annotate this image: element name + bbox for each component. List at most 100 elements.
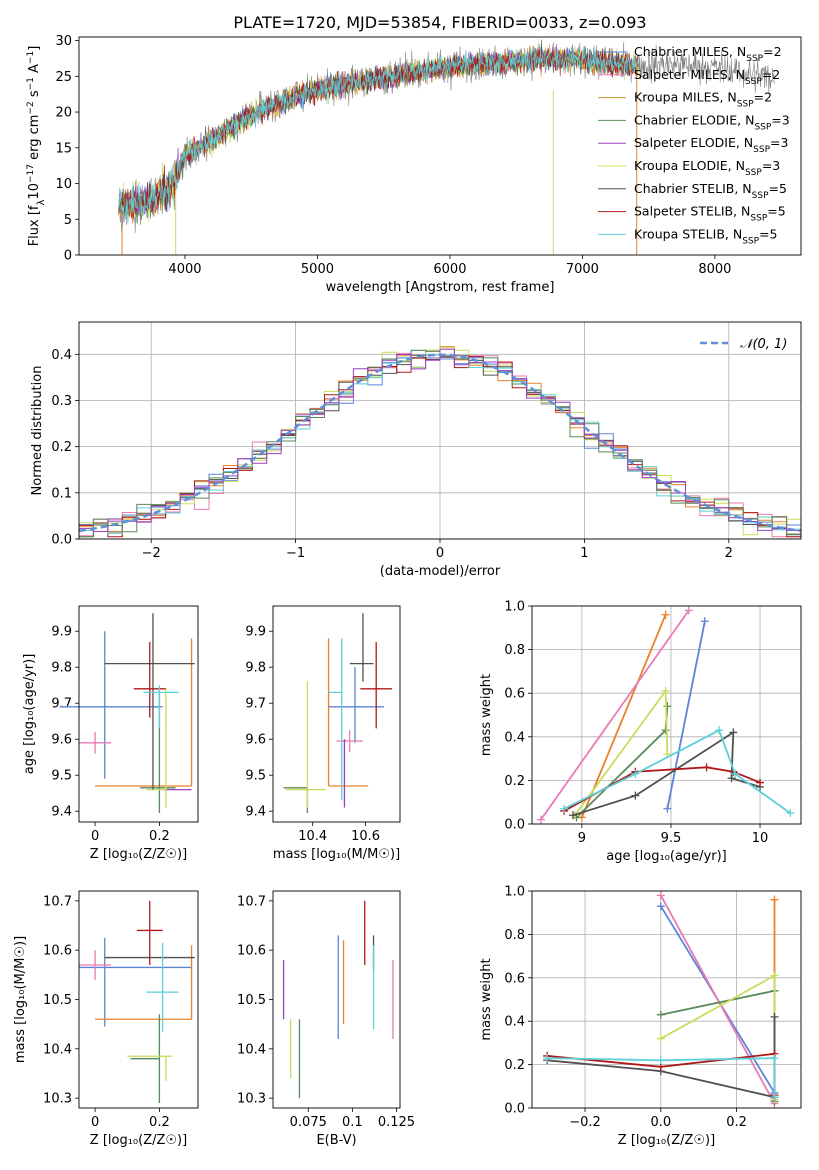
series-line bbox=[581, 614, 667, 818]
data-point bbox=[327, 638, 369, 787]
series-line bbox=[660, 894, 776, 1105]
data-point bbox=[328, 667, 385, 743]
spectrum-model-line bbox=[118, 45, 639, 233]
data-point bbox=[133, 642, 166, 718]
series-marker bbox=[786, 809, 795, 818]
series-marker bbox=[656, 1056, 665, 1065]
series-line bbox=[666, 621, 706, 809]
x-tick-label: 0.2 bbox=[149, 1115, 170, 1130]
y-tick-label: 0.6 bbox=[504, 687, 525, 702]
y-axis-label: mass weight bbox=[479, 958, 494, 1040]
series-marker bbox=[661, 687, 670, 696]
x-tick-label: 0 bbox=[91, 829, 99, 844]
series-marker bbox=[663, 804, 672, 813]
y-tick-label: 0.8 bbox=[504, 643, 525, 658]
y-tick-label: 10.4 bbox=[237, 1042, 266, 1057]
axes-frame bbox=[78, 605, 199, 823]
y-axis-label: mass [log₁₀(M/M☉)] bbox=[13, 936, 28, 1063]
x-tick-label: 0.125 bbox=[378, 1115, 415, 1130]
chart-massweight_vs_Z: −0.2 0.0 0.2 0.0 0.2 0.4 0.6 0.8 1.0 Z [log₁₀(Z/Z… bbox=[479, 885, 802, 1148]
y-tick-label: 20 bbox=[55, 106, 72, 121]
y-tick-label: 0.3 bbox=[51, 394, 72, 409]
x-axis-label: wavelength [Angstrom, rest frame] bbox=[326, 280, 555, 295]
series-line bbox=[563, 729, 791, 814]
x-tick-label: 0.075 bbox=[290, 1115, 327, 1130]
y-tick-label: 10.7 bbox=[43, 894, 72, 909]
data-point bbox=[59, 631, 163, 779]
y-tick-label: 30 bbox=[55, 34, 72, 49]
x-tick-label: 6000 bbox=[433, 262, 466, 277]
y-tick-label: 0.1 bbox=[51, 486, 72, 501]
x-tick-label: 0.0 bbox=[650, 1115, 671, 1130]
y-tick-label: 9.5 bbox=[245, 769, 266, 784]
x-tick-label: 9 bbox=[578, 831, 586, 846]
series-marker bbox=[702, 763, 711, 772]
x-tick-label: 10.6 bbox=[351, 829, 380, 844]
y-tick-label: 0 bbox=[64, 249, 72, 264]
chart-mass_vs_ebv: 0.075 0.1 0.125 10.3 10.4 10.5 10.6 10.7 E(B-V) bbox=[237, 890, 415, 1148]
data-point bbox=[79, 950, 112, 980]
series-line bbox=[540, 609, 690, 821]
y-tick-label: 10.3 bbox=[237, 1092, 266, 1107]
series-marker bbox=[770, 1012, 779, 1021]
x-tick-label: 0 bbox=[91, 1115, 99, 1130]
data-point bbox=[349, 613, 374, 682]
y-tick-label: 25 bbox=[55, 70, 72, 85]
chart-spectrum: 4000 5000 6000 7000 8000 0 5 10 15 20 25 30 waveleng… bbox=[26, 34, 802, 295]
x-tick-label: 10.4 bbox=[298, 829, 327, 844]
legend-label: Salpeter STELIB, NSSP=5 bbox=[634, 204, 786, 224]
x-tick-label: 0.2 bbox=[149, 829, 170, 844]
x-tick-label: −2 bbox=[142, 546, 161, 561]
chart-mass_vs_Z: 0 0.2 10.3 10.4 10.5 10.6 10.7 Z [log₁₀(Z/Z☉)] m… bbox=[13, 890, 199, 1148]
y-tick-label: 9.7 bbox=[51, 697, 72, 712]
x-tick-label: 8000 bbox=[698, 262, 731, 277]
legend-label: Kroupa ELODIE, NSSP=3 bbox=[634, 158, 780, 178]
y-tick-label: 9.9 bbox=[245, 625, 266, 640]
axes-frame bbox=[78, 321, 802, 540]
axes-frame bbox=[272, 605, 401, 823]
data-point bbox=[146, 688, 167, 808]
normal-curve bbox=[79, 353, 801, 533]
y-axis-label: Flux [fλ10−17 erg cm−2 s−1 A−1] bbox=[26, 46, 47, 247]
x-tick-label: 0.2 bbox=[726, 1115, 747, 1130]
legend-label: Chabrier ELODIE, NSSP=3 bbox=[634, 112, 790, 132]
y-tick-label: 0.2 bbox=[504, 1058, 525, 1073]
series-marker bbox=[663, 702, 672, 711]
data-point bbox=[328, 638, 343, 801]
data-point bbox=[283, 787, 309, 813]
figure-title: PLATE=1720, MJD=53854, FIBERID=0033, z=0… bbox=[233, 13, 646, 32]
data-point bbox=[127, 1055, 173, 1081]
axes-frame bbox=[272, 890, 401, 1109]
data-point bbox=[79, 937, 192, 1027]
x-tick-label: 7000 bbox=[566, 262, 599, 277]
legend-label: Kroupa STELIB, NSSP=5 bbox=[634, 226, 778, 246]
axes-frame bbox=[78, 36, 802, 256]
chart-massweight_vs_age: 9 9.5 10 0.0 0.2 0.4 0.6 0.8 1.0 age [log₁₀(age/y… bbox=[479, 600, 802, 864]
y-tick-label: 10.6 bbox=[43, 944, 72, 959]
series-marker bbox=[656, 1034, 665, 1043]
data-point bbox=[286, 681, 326, 808]
y-tick-label: 0.0 bbox=[504, 1102, 525, 1117]
series-marker bbox=[684, 606, 693, 615]
legend-label: Chabrier STELIB, NSSP=5 bbox=[634, 181, 787, 201]
data-point bbox=[136, 900, 163, 965]
y-tick-label: 9.5 bbox=[51, 769, 72, 784]
data-point bbox=[140, 690, 176, 813]
data-point bbox=[130, 1014, 161, 1104]
x-tick-label: 1 bbox=[580, 546, 588, 561]
y-tick-label: 0.0 bbox=[504, 818, 525, 833]
series-marker bbox=[656, 1010, 665, 1019]
x-axis-label: age [log₁₀(age/yr)] bbox=[606, 849, 727, 864]
panels: 4000 5000 6000 7000 8000051015202530waveleng… bbox=[13, 34, 802, 1148]
data-point bbox=[146, 942, 179, 1032]
x-tick-label: 10 bbox=[752, 831, 769, 846]
axes-frame bbox=[531, 605, 802, 825]
y-tick-label: 10.7 bbox=[237, 894, 266, 909]
series-marker bbox=[536, 815, 545, 824]
y-tick-label: 0.4 bbox=[504, 1015, 525, 1030]
y-tick-label: 10.6 bbox=[237, 944, 266, 959]
chart-age_vs_Z: 0 0.2 9.4 9.5 9.6 9.7 9.8 9.9 Z [log₁₀(Z/Z☉)] age… bbox=[22, 605, 199, 862]
series-marker bbox=[631, 769, 640, 778]
y-axis-label: age [log₁₀(age/yr)] bbox=[22, 654, 37, 775]
axes-frame bbox=[78, 890, 199, 1109]
